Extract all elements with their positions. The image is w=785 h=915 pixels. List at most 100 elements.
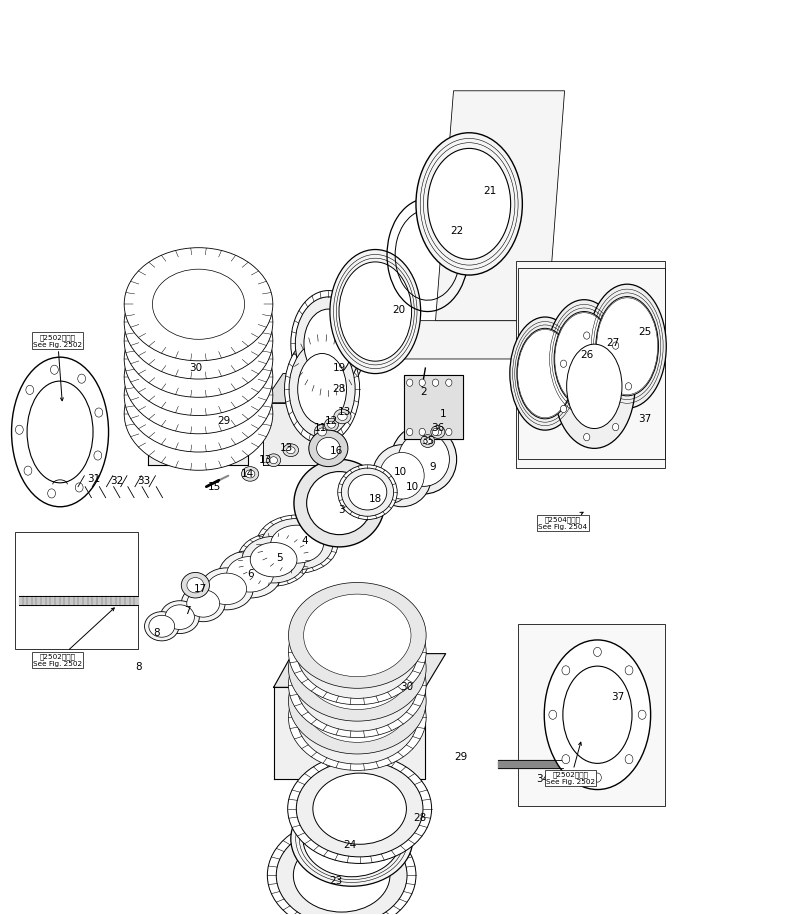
Text: 35: 35 <box>421 436 434 447</box>
Ellipse shape <box>124 339 273 452</box>
Ellipse shape <box>349 474 387 510</box>
Circle shape <box>562 755 570 764</box>
Ellipse shape <box>284 334 360 444</box>
Circle shape <box>446 428 452 436</box>
Text: 37: 37 <box>637 414 651 425</box>
Ellipse shape <box>303 801 400 877</box>
Ellipse shape <box>428 148 511 259</box>
Ellipse shape <box>270 457 277 464</box>
Ellipse shape <box>290 791 413 887</box>
Ellipse shape <box>424 437 432 445</box>
Circle shape <box>419 428 425 436</box>
Ellipse shape <box>554 311 614 406</box>
Text: 29: 29 <box>217 416 231 426</box>
Ellipse shape <box>297 605 418 698</box>
Text: 4: 4 <box>301 536 309 546</box>
Text: 5: 5 <box>276 553 283 563</box>
Ellipse shape <box>124 266 273 379</box>
Text: 22: 22 <box>450 226 463 236</box>
Circle shape <box>24 466 32 475</box>
Circle shape <box>612 424 619 431</box>
Text: 3: 3 <box>338 505 345 515</box>
Text: 7: 7 <box>184 606 191 616</box>
Ellipse shape <box>288 648 426 754</box>
Text: 36: 36 <box>431 424 444 434</box>
Ellipse shape <box>288 599 426 705</box>
Ellipse shape <box>339 262 411 361</box>
Ellipse shape <box>250 543 297 576</box>
Ellipse shape <box>313 773 407 845</box>
Ellipse shape <box>316 437 340 459</box>
Text: 15: 15 <box>207 481 221 491</box>
Circle shape <box>75 483 83 492</box>
Ellipse shape <box>187 577 204 593</box>
Text: 19: 19 <box>333 363 346 373</box>
Circle shape <box>625 755 633 764</box>
Ellipse shape <box>434 428 442 436</box>
Ellipse shape <box>294 838 390 912</box>
Ellipse shape <box>267 454 281 467</box>
Text: 13: 13 <box>338 407 351 417</box>
Ellipse shape <box>257 515 338 574</box>
Ellipse shape <box>152 361 245 431</box>
Ellipse shape <box>338 465 397 520</box>
Ellipse shape <box>124 303 273 415</box>
Text: 31: 31 <box>87 474 100 484</box>
Ellipse shape <box>152 379 245 448</box>
Polygon shape <box>274 687 425 779</box>
Ellipse shape <box>312 651 402 719</box>
Ellipse shape <box>242 467 259 481</box>
Polygon shape <box>148 322 268 359</box>
Ellipse shape <box>289 341 355 437</box>
Text: 17: 17 <box>194 584 207 594</box>
Ellipse shape <box>327 421 335 428</box>
Circle shape <box>593 647 601 656</box>
Ellipse shape <box>246 470 255 478</box>
Text: 37: 37 <box>612 692 624 702</box>
Ellipse shape <box>261 519 333 570</box>
Ellipse shape <box>330 250 421 373</box>
Ellipse shape <box>152 287 245 358</box>
Text: 30: 30 <box>189 363 202 373</box>
Ellipse shape <box>181 586 225 621</box>
Polygon shape <box>517 623 665 806</box>
Ellipse shape <box>288 631 426 737</box>
Ellipse shape <box>181 573 210 598</box>
Text: 13: 13 <box>259 456 272 465</box>
Polygon shape <box>148 359 248 465</box>
Ellipse shape <box>297 671 418 764</box>
Text: 第2502図参照
See Fig. 2502: 第2502図参照 See Fig. 2502 <box>33 608 115 667</box>
Ellipse shape <box>298 353 346 425</box>
Ellipse shape <box>416 133 522 275</box>
Ellipse shape <box>304 660 411 742</box>
Ellipse shape <box>288 615 426 721</box>
Text: 第2502図参照
See Fig. 2502: 第2502図参照 See Fig. 2502 <box>33 334 82 401</box>
Ellipse shape <box>309 430 348 467</box>
Ellipse shape <box>297 638 418 731</box>
Circle shape <box>626 382 632 390</box>
Ellipse shape <box>588 285 666 408</box>
Ellipse shape <box>304 594 411 677</box>
Circle shape <box>433 428 439 436</box>
Text: 28: 28 <box>333 384 346 394</box>
Ellipse shape <box>380 453 424 499</box>
Text: 32: 32 <box>111 476 124 486</box>
Ellipse shape <box>152 269 245 339</box>
Ellipse shape <box>160 601 199 633</box>
Ellipse shape <box>288 664 426 770</box>
Ellipse shape <box>124 320 273 434</box>
Circle shape <box>94 451 102 460</box>
Ellipse shape <box>219 551 282 598</box>
Polygon shape <box>320 320 533 359</box>
Text: 27: 27 <box>607 339 619 349</box>
Ellipse shape <box>238 533 309 587</box>
Circle shape <box>419 379 425 386</box>
Circle shape <box>562 666 570 675</box>
Text: 10: 10 <box>406 481 418 491</box>
Ellipse shape <box>334 409 351 424</box>
Text: 1: 1 <box>440 409 447 419</box>
Ellipse shape <box>124 248 273 361</box>
Ellipse shape <box>596 296 659 396</box>
Ellipse shape <box>431 425 445 438</box>
Ellipse shape <box>517 328 573 419</box>
